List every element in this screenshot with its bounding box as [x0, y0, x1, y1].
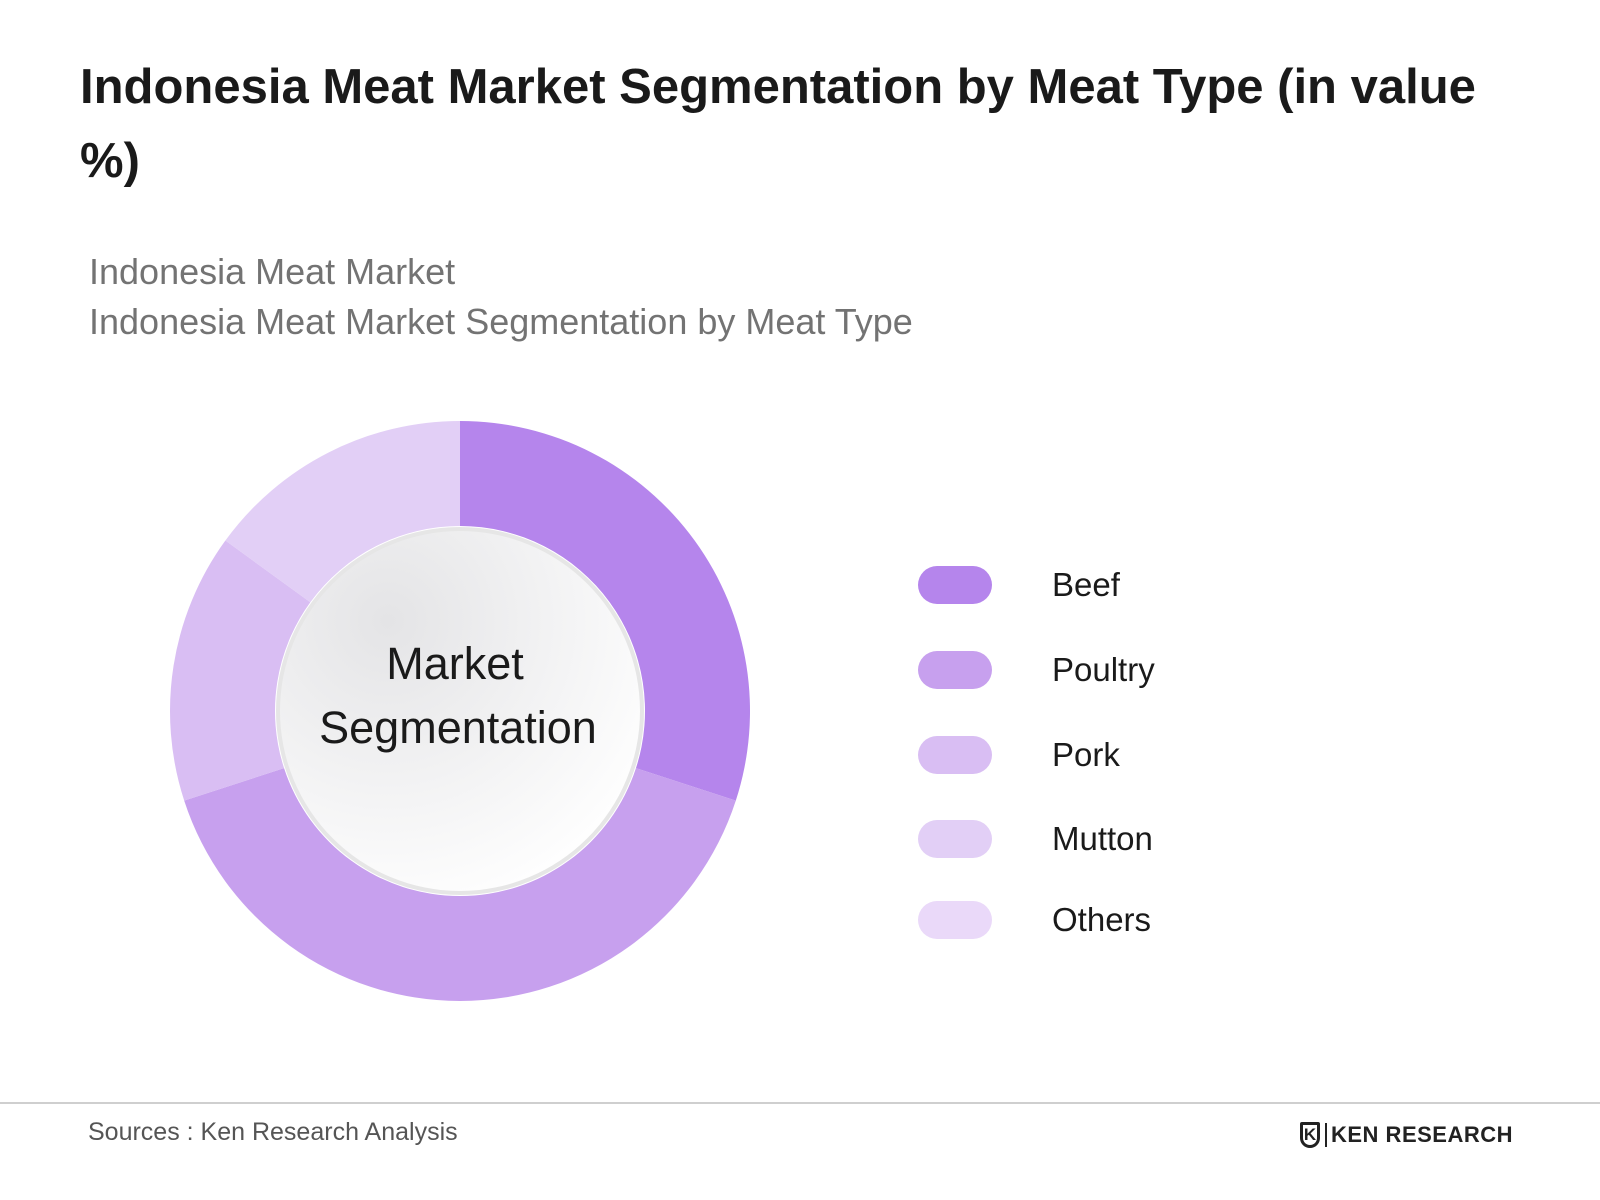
legend-label-pork: Pork	[1052, 736, 1120, 773]
legend-swatch-beef	[918, 566, 992, 604]
legend-label-others: Others	[1052, 901, 1152, 938]
brand-name: KEN RESEARCH	[1331, 1122, 1514, 1147]
legend-swatch-mutton	[918, 820, 992, 858]
footer-divider	[0, 1102, 1600, 1104]
center-label-line-2: Segmentation	[319, 702, 597, 753]
brand-logo: K KEN RESEARCH	[1300, 1122, 1513, 1148]
legend-item-pork: Pork	[918, 735, 1238, 775]
donut-chart: Market Segmentation	[170, 421, 750, 1001]
chart-title: Indonesia Meat Market Segmentation by Me…	[80, 60, 1476, 188]
source-note: Sources : Ken Research Analysis	[88, 1118, 458, 1146]
legend-swatch-poultry	[918, 651, 992, 689]
legend-item-poultry: Poultry	[918, 650, 1238, 690]
brand-mark-icon: K	[1300, 1122, 1320, 1148]
legend-label-mutton: Mutton	[1052, 820, 1153, 857]
slice-pork	[170, 540, 311, 801]
brand-separator	[1325, 1123, 1327, 1147]
subtitle-line-1: Indonesia Meat Market	[89, 251, 456, 292]
legend-item-mutton: Mutton	[918, 819, 1238, 859]
chart-subtitle: Indonesia Meat Market Indonesia Meat Mar…	[89, 247, 913, 347]
legend-label-beef: Beef	[1052, 566, 1120, 603]
legend-item-beef: Beef	[918, 565, 1238, 605]
center-label-line-1: Market	[386, 638, 524, 689]
slice-beef	[460, 421, 750, 801]
legend-item-others: Others	[918, 900, 1238, 940]
center-disc	[280, 531, 640, 891]
slice-poultry	[184, 768, 736, 1001]
legend-label-poultry: Poultry	[1052, 651, 1155, 688]
slice-mutton	[225, 421, 460, 603]
legend-swatch-others	[918, 901, 992, 939]
subtitle-line-2: Indonesia Meat Market Segmentation by Me…	[89, 301, 913, 342]
legend-swatch-pork	[918, 736, 992, 774]
donut-slices	[170, 421, 750, 1001]
